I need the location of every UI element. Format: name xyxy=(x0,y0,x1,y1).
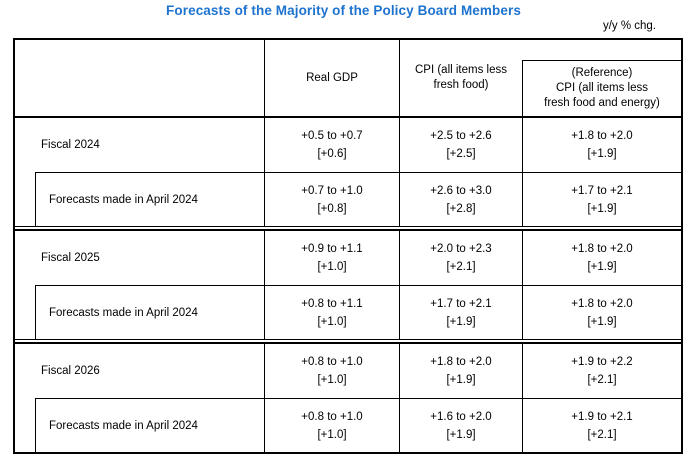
gdp-median: [+1.0] xyxy=(317,374,347,386)
cpi-forecast-cell: +1.6 to +2.0 [+1.9] xyxy=(399,398,522,452)
cpi-range: +1.8 to +2.0 xyxy=(430,356,492,368)
ref-cpi-median: [+2.1] xyxy=(587,374,617,386)
ref-cpi-median: [+1.9] xyxy=(587,148,617,160)
header-real-gdp: Real GDP xyxy=(264,40,399,116)
cpi-range: +2.6 to +3.0 xyxy=(430,184,492,197)
gdp-forecast-cell: +0.8 to +1.1 [+1.0] xyxy=(264,285,399,339)
ref-cpi-range: +1.9 to +2.1 xyxy=(571,410,633,423)
cpi-forecast-cell: +1.8 to +2.0 [+1.9] xyxy=(399,344,522,398)
gdp-range: +0.7 to +1.0 xyxy=(301,184,363,197)
table-row-april-forecast: Forecasts made in April 2024 +0.8 to +1.… xyxy=(15,398,681,452)
gdp-range: +0.8 to +1.1 xyxy=(301,297,363,310)
cpi-forecast-cell: +2.0 to +2.3 [+2.1] xyxy=(399,231,522,285)
gdp-range: +0.8 to +1.0 xyxy=(301,410,363,423)
ref-cpi-forecast-cell: +1.8 to +2.0 [+1.9] xyxy=(522,231,681,285)
gdp-median: [+1.0] xyxy=(317,315,347,328)
ref-cpi-median: [+1.9] xyxy=(587,261,617,273)
section-fiscal-2026: Fiscal 2026 +0.8 to +1.0 [+1.0] +1.8 to … xyxy=(15,342,681,452)
cpi-median: [+2.1] xyxy=(446,261,476,273)
gdp-median: [+1.0] xyxy=(317,428,347,441)
table-row-fiscal: Fiscal 2024 +0.5 to +0.7 [+0.6] +2.5 to … xyxy=(15,118,681,172)
cpi-range: +2.5 to +2.6 xyxy=(430,130,492,142)
header-reference-cell: (Reference) CPI (all items less fresh fo… xyxy=(522,40,681,116)
gdp-range: +0.9 to +1.1 xyxy=(301,243,363,255)
header-row-label-cell xyxy=(15,40,264,116)
section-fiscal-2024: Fiscal 2024 +0.5 to +0.7 [+0.6] +2.5 to … xyxy=(15,118,681,227)
cpi-median: [+1.9] xyxy=(446,374,476,386)
ref-cpi-range: +1.8 to +2.0 xyxy=(571,130,633,142)
ref-cpi-forecast-cell: +1.8 to +2.0 [+1.9] xyxy=(522,285,681,339)
ref-cpi-median: [+2.1] xyxy=(587,428,617,441)
gdp-median: [+0.8] xyxy=(317,202,347,215)
table-header-row: Real GDP CPI (all items less fresh food)… xyxy=(15,40,681,118)
cpi-median: [+2.8] xyxy=(446,202,476,215)
gdp-forecast-cell: +0.5 to +0.7 [+0.6] xyxy=(264,118,399,172)
fiscal-year-label: Fiscal 2025 xyxy=(41,252,100,264)
page-title: Forecasts of the Majority of the Policy … xyxy=(166,3,521,18)
cpi-range: +1.7 to +2.1 xyxy=(430,297,492,310)
cpi-median: [+2.5] xyxy=(446,148,476,160)
ref-cpi-range: +1.8 to +2.0 xyxy=(571,243,633,255)
cpi-median: [+1.9] xyxy=(446,315,476,328)
april-label-cell: Forecasts made in April 2024 xyxy=(15,398,264,452)
cpi-forecast-cell: +2.5 to +2.6 [+2.5] xyxy=(399,118,522,172)
april-forecast-label: Forecasts made in April 2024 xyxy=(35,398,264,452)
table-row-fiscal: Fiscal 2025 +0.9 to +1.1 [+1.0] +2.0 to … xyxy=(15,231,681,285)
cpi-range: +2.0 to +2.3 xyxy=(430,243,492,255)
ref-cpi-median: [+1.9] xyxy=(587,315,617,328)
gdp-forecast-cell: +0.8 to +1.0 [+1.0] xyxy=(264,398,399,452)
table-row-april-forecast: Forecasts made in April 2024 +0.7 to +1.… xyxy=(15,172,681,226)
ref-cpi-forecast-cell: +1.7 to +2.1 [+1.9] xyxy=(522,172,681,226)
cpi-median: [+1.9] xyxy=(446,428,476,441)
ref-cpi-range: +1.7 to +2.1 xyxy=(571,184,633,197)
cpi-range: +1.6 to +2.0 xyxy=(430,410,492,423)
forecast-table: Real GDP CPI (all items less fresh food)… xyxy=(13,38,683,454)
april-forecast-label: Forecasts made in April 2024 xyxy=(35,172,264,226)
header-reference-box: (Reference) CPI (all items less fresh fo… xyxy=(522,60,681,116)
gdp-range: +0.5 to +0.7 xyxy=(301,130,363,142)
gdp-median: [+0.6] xyxy=(317,148,347,160)
ref-cpi-range: +1.8 to +2.0 xyxy=(571,297,633,310)
gdp-forecast-cell: +0.7 to +1.0 [+0.8] xyxy=(264,172,399,226)
fiscal-year-label: Fiscal 2024 xyxy=(41,139,100,151)
gdp-median: [+1.0] xyxy=(317,261,347,273)
april-label-cell: Forecasts made in April 2024 xyxy=(15,172,264,226)
ref-cpi-range: +1.9 to +2.2 xyxy=(571,356,633,368)
april-label-cell: Forecasts made in April 2024 xyxy=(15,285,264,339)
gdp-range: +0.8 to +1.0 xyxy=(301,356,363,368)
ref-cpi-forecast-cell: +1.8 to +2.0 [+1.9] xyxy=(522,118,681,172)
ref-cpi-forecast-cell: +1.9 to +2.2 [+2.1] xyxy=(522,344,681,398)
ref-cpi-forecast-cell: +1.9 to +2.1 [+2.1] xyxy=(522,398,681,452)
gdp-forecast-cell: +0.8 to +1.0 [+1.0] xyxy=(264,344,399,398)
table-row-april-forecast: Forecasts made in April 2024 +0.8 to +1.… xyxy=(15,285,681,339)
header-cpi: CPI (all items less fresh food) xyxy=(399,40,522,116)
gdp-forecast-cell: +0.9 to +1.1 [+1.0] xyxy=(264,231,399,285)
cpi-forecast-cell: +1.7 to +2.1 [+1.9] xyxy=(399,285,522,339)
unit-note: y/y % chg. xyxy=(602,20,656,32)
table-row-fiscal: Fiscal 2026 +0.8 to +1.0 [+1.0] +1.8 to … xyxy=(15,344,681,398)
fiscal-year-label: Fiscal 2026 xyxy=(41,365,100,377)
april-forecast-label: Forecasts made in April 2024 xyxy=(35,285,264,339)
cpi-forecast-cell: +2.6 to +3.0 [+2.8] xyxy=(399,172,522,226)
section-fiscal-2025: Fiscal 2025 +0.9 to +1.1 [+1.0] +2.0 to … xyxy=(15,229,681,340)
ref-cpi-median: [+1.9] xyxy=(587,202,617,215)
